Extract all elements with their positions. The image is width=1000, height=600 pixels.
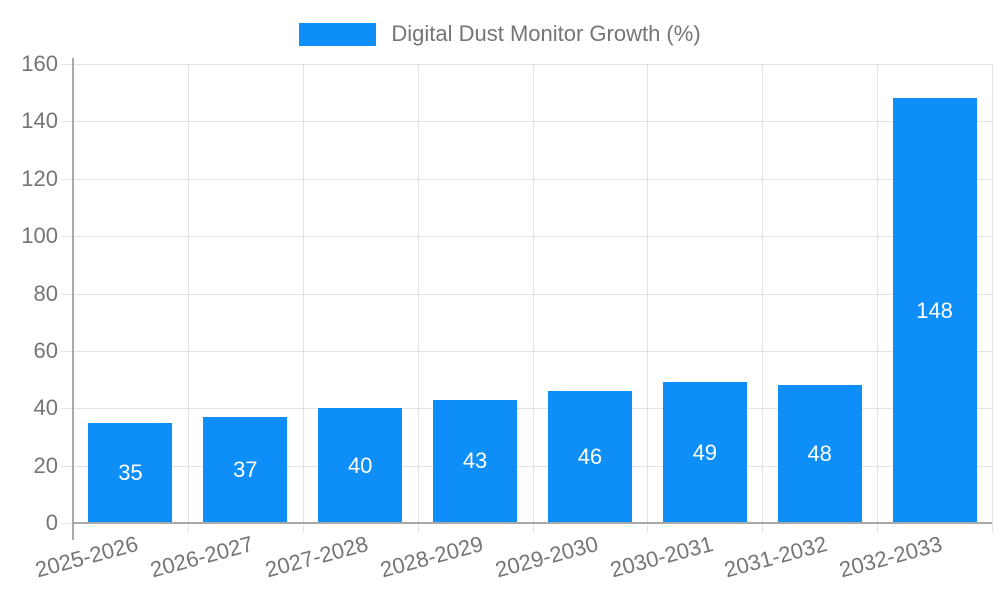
x-axis-label: 2030-2031 <box>607 531 716 583</box>
bar <box>547 391 632 523</box>
x-axis-tick <box>992 523 993 532</box>
gridline-vertical <box>647 64 649 523</box>
x-axis-label: 2025-2026 <box>32 531 141 583</box>
chart-legend: Digital Dust Monitor Growth (%) <box>0 21 1000 47</box>
x-axis-label: 2026-2027 <box>147 531 256 583</box>
y-axis-tick <box>61 523 73 524</box>
bar-value-label: 43 <box>462 448 488 474</box>
legend-label: Digital Dust Monitor Growth (%) <box>391 21 701 46</box>
y-axis-label: 0 <box>45 510 58 535</box>
y-axis-tick <box>61 465 73 467</box>
x-axis-line <box>72 522 992 524</box>
x-axis-tick <box>877 523 879 532</box>
legend-swatch <box>299 22 377 46</box>
bar-value-label: 37 <box>233 456 258 482</box>
y-axis-label: 80 <box>33 280 58 306</box>
y-axis-label: 120 <box>21 165 58 191</box>
y-axis-tick <box>61 350 73 352</box>
bar-value-label: 48 <box>807 441 832 467</box>
bar-value-label: 148 <box>916 297 953 323</box>
bar <box>662 382 747 523</box>
y-axis-tick <box>61 121 73 123</box>
y-axis-tick <box>61 236 73 238</box>
bar-value-label: 46 <box>577 444 603 470</box>
y-axis-label: 20 <box>33 452 58 478</box>
bar-value-label: 40 <box>347 452 373 478</box>
gridline-vertical <box>762 64 764 523</box>
y-axis-line <box>72 58 74 540</box>
x-axis-label: 2032-2033 <box>836 531 946 583</box>
x-axis-tick <box>647 523 649 532</box>
y-axis-tick <box>61 293 73 295</box>
y-axis-tick <box>61 408 73 410</box>
y-axis-label: 40 <box>33 395 58 421</box>
bar <box>433 399 518 523</box>
bar <box>777 385 862 523</box>
x-axis-tick <box>302 523 304 532</box>
gridline-vertical <box>532 64 534 523</box>
bar-value-label: 35 <box>118 459 143 485</box>
y-axis-label: 140 <box>21 108 58 134</box>
bar <box>318 408 403 523</box>
y-axis-tick <box>61 178 73 180</box>
gridline-vertical <box>302 64 304 523</box>
gridline-vertical <box>417 64 419 523</box>
y-axis-label: 100 <box>21 223 58 249</box>
x-axis-tick <box>187 523 189 532</box>
gridline-vertical <box>187 64 189 523</box>
y-axis-label: 160 <box>21 51 58 76</box>
x-axis-tick <box>532 523 534 532</box>
gridline-vertical <box>992 64 993 523</box>
bar-value-label: 49 <box>692 439 718 465</box>
bar <box>88 422 173 523</box>
gridline-vertical <box>877 64 879 523</box>
x-axis-label: 2029-2030 <box>492 531 601 583</box>
x-axis-tick <box>417 523 419 532</box>
x-axis-label: 2028-2029 <box>377 531 486 583</box>
x-axis-label: 2027-2028 <box>262 531 371 583</box>
y-axis-tick <box>61 64 73 65</box>
bar <box>203 416 288 523</box>
y-axis-label: 60 <box>33 337 58 363</box>
x-axis-label: 2031-2032 <box>722 531 831 583</box>
bar <box>892 98 977 523</box>
x-axis-tick <box>762 523 764 532</box>
